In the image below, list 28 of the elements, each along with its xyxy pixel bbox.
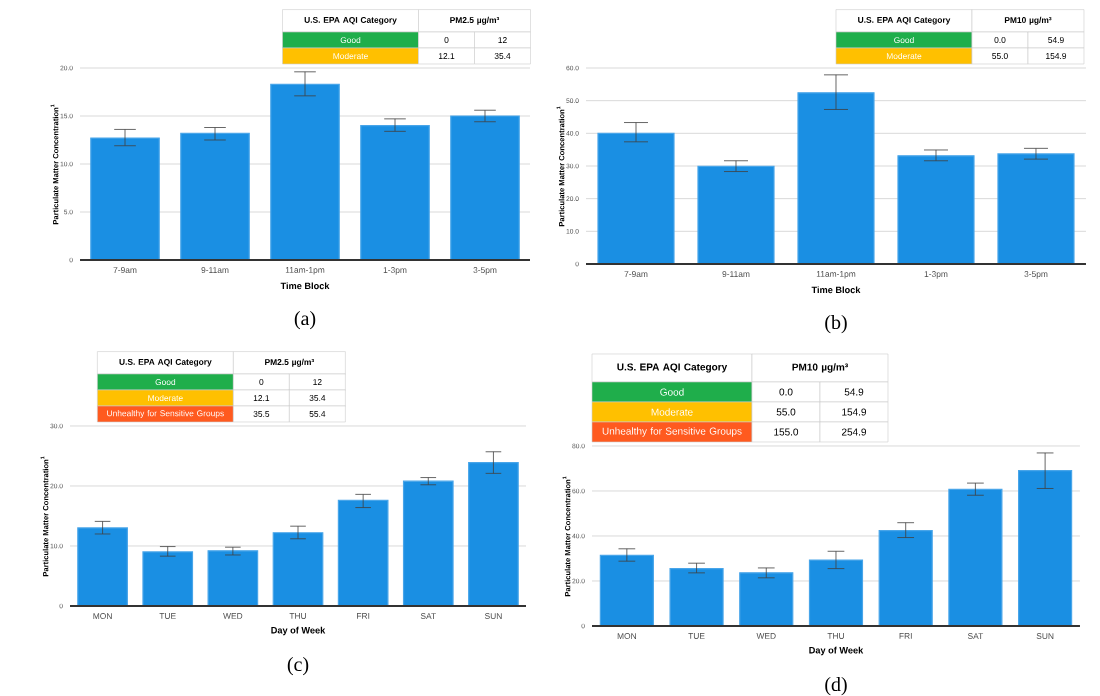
text: (a) — [294, 311, 316, 330]
bar — [697, 165, 775, 265]
text: (d) — [825, 677, 847, 696]
bar — [142, 551, 194, 607]
bar — [669, 568, 724, 627]
bar — [450, 115, 520, 261]
bar — [337, 499, 389, 607]
bar — [797, 92, 875, 265]
bar — [272, 532, 324, 607]
bar — [599, 554, 654, 627]
bar — [878, 529, 933, 627]
bar — [360, 124, 430, 261]
bar — [468, 461, 519, 607]
bar — [180, 132, 250, 261]
bar — [207, 550, 259, 607]
text: (c) — [287, 657, 309, 676]
bar — [997, 153, 1075, 265]
bar — [948, 488, 1003, 627]
text: (b) — [825, 315, 847, 334]
bar — [597, 132, 675, 265]
bar — [90, 137, 160, 261]
bar — [739, 572, 794, 627]
bar — [77, 527, 128, 607]
bar — [808, 559, 864, 627]
bar — [897, 155, 975, 265]
bar — [270, 83, 340, 261]
bar — [1018, 470, 1073, 627]
bar — [402, 480, 454, 607]
